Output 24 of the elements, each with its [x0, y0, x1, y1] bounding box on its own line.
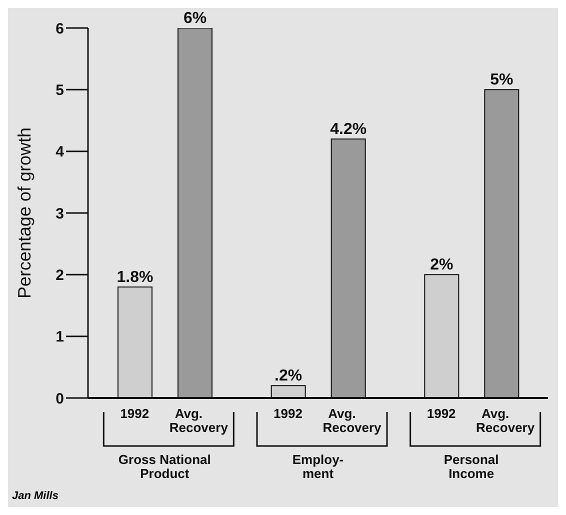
y-tick-label: 6	[56, 20, 64, 38]
data-label: 4.2%	[330, 121, 367, 138]
data-label: 5%	[490, 72, 514, 89]
series-label: 1992	[120, 406, 150, 421]
text: Avg. Recovery	[322, 406, 382, 435]
series-label: Avg. Recovery	[169, 406, 229, 435]
text: Avg. Recovery	[476, 406, 535, 435]
data-label: 6%	[183, 10, 207, 27]
text: 1992	[426, 406, 456, 421]
x-tick-label: Personal Income	[444, 452, 499, 481]
y-tick-label: 5	[56, 82, 64, 99]
y-tick-label: 0	[56, 390, 64, 408]
data-label: 1.8%	[116, 269, 154, 286]
data-label: 2%	[430, 256, 454, 274]
text: 1992	[274, 406, 302, 421]
y-tick-label: 2	[56, 266, 64, 284]
x-tick-label: Gross National Product	[118, 452, 211, 481]
y-tick-label: 1	[56, 328, 64, 346]
text: Jan Mills	[12, 490, 58, 502]
y-tick-label: 4	[56, 144, 65, 161]
data-label: .2%	[274, 368, 302, 385]
y-axis-title: Percentage of growth	[14, 127, 34, 299]
y-tick-label: 3	[56, 205, 64, 222]
x-tick-label: Employ-ment	[292, 452, 344, 481]
